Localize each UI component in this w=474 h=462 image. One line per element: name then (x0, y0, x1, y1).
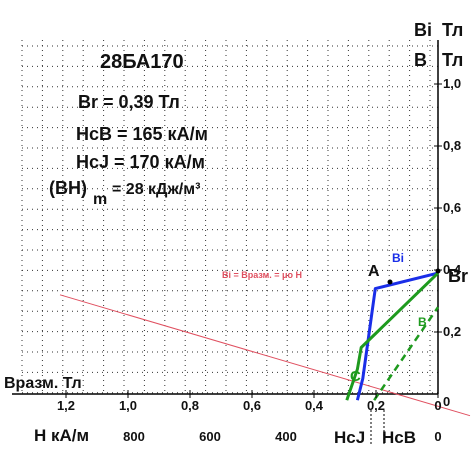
x-axis-h-ticks: 800 600 400 0 (123, 429, 441, 444)
tesla-tick-label: 1,0 (119, 398, 137, 413)
series-line-bi (355, 271, 439, 401)
x-axis-hcj-label: HcJ (334, 428, 365, 447)
point-c-label: C (350, 368, 361, 385)
right-axis-ticks: 1,0 0,8 0,6 0,4 0,2 (434, 76, 462, 339)
br-label: Br (448, 266, 468, 286)
x-axis-tesla-label: Bразм. Тл (4, 375, 82, 392)
load-line-label: Bi = Bразм. = μo H (222, 270, 302, 280)
x-axis-hcb-label: HcB (382, 428, 416, 447)
tesla-tick-label: 1,2 (57, 398, 75, 413)
point-a-marker (387, 279, 393, 285)
param-br: Br = 0,39 Тл (78, 92, 180, 112)
chart-title: 28БА170 (100, 51, 184, 73)
right-axis-label-b: B (414, 50, 427, 70)
br-point-marker (435, 268, 441, 274)
param-hcb: HcB = 165 кА/м (76, 124, 208, 144)
load-line (59, 294, 471, 417)
right-tick-label: 0,4 (443, 262, 462, 277)
right-tick-label: 0,8 (443, 138, 461, 153)
param-bhmax-sub: m (93, 191, 107, 208)
h-tick-label: 0 (434, 429, 441, 444)
h-tick-label: 800 (123, 429, 145, 444)
right-axis-label-bi: Bi (414, 20, 432, 40)
h-tick-label: 600 (199, 429, 221, 444)
right-axis-unit-1: Тл (442, 20, 463, 40)
x-axis-h-label: H кА/м (34, 426, 89, 445)
right-axis-unit-2: Тл (442, 50, 463, 70)
series-layer (345, 271, 440, 401)
h-tick-label: 400 (275, 429, 297, 444)
bi-curve-label: Bi (392, 251, 404, 265)
right-axis-zero: 0 (443, 394, 450, 409)
param-bhmax-value: = 28 кДж/м³ (112, 181, 200, 198)
tesla-tick-label: 0,4 (305, 398, 324, 413)
tesla-tick-label: 0,8 (181, 398, 199, 413)
tesla-tick-label: 0,2 (367, 398, 385, 413)
point-a-label: A (368, 263, 380, 280)
tesla-tick-label: 0,6 (243, 398, 261, 413)
x-axis-tesla-ticks: 1,2 1,0 0,8 0,6 0,4 0,2 0 (57, 390, 442, 413)
series-line-b (345, 272, 440, 401)
right-tick-label: 0,2 (443, 324, 461, 339)
param-bhmax-prefix: (BH) (49, 178, 87, 198)
series-line-dashed (373, 306, 440, 401)
tesla-tick-label: 0 (434, 398, 441, 413)
param-hcj: HcJ = 170 кА/м (76, 152, 205, 172)
grid (21, 40, 438, 394)
right-tick-label: 1,0 (443, 76, 461, 91)
right-tick-label: 0,6 (443, 200, 461, 215)
b-curve-label: B (418, 315, 427, 329)
